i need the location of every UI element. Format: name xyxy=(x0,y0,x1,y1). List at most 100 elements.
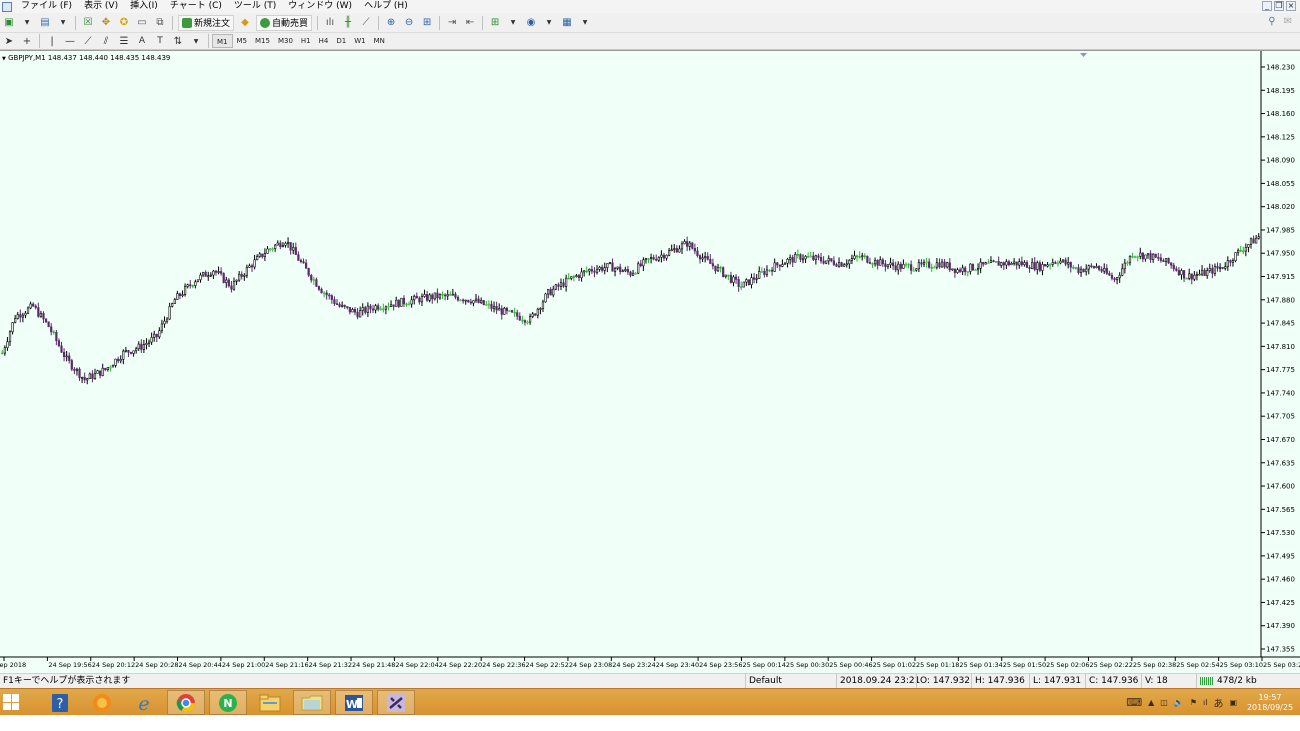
folder-icon[interactable] xyxy=(293,690,331,715)
candle-body xyxy=(758,271,761,279)
vertical-line-icon[interactable]: | xyxy=(50,35,54,47)
search-icon[interactable]: ⚲ xyxy=(1268,16,1276,27)
start-button[interactable] xyxy=(3,694,19,710)
candle-body xyxy=(168,306,171,320)
metatrader-icon[interactable] xyxy=(377,690,415,715)
app-icon[interactable] xyxy=(2,1,12,12)
candle-body xyxy=(696,250,699,256)
timeframe-m15[interactable]: M15 xyxy=(255,37,270,45)
timeframe-w1[interactable]: W1 xyxy=(354,37,366,45)
dropdown-arrow-icon[interactable]: ▼ xyxy=(510,19,516,26)
auto-scroll-icon[interactable]: ⇥ xyxy=(447,17,457,28)
navigator-icon[interactable]: ✪ xyxy=(119,17,129,28)
candle-body xyxy=(50,326,53,333)
firefox-icon[interactable] xyxy=(83,690,121,715)
strategy-tester-icon[interactable]: ⧉ xyxy=(156,17,164,28)
chart-shift-icon[interactable]: ⇤ xyxy=(465,17,475,28)
candlestick-chart-icon[interactable]: ╫ xyxy=(345,17,352,28)
price-tick-label: 147.845 xyxy=(1266,320,1295,328)
candle-body xyxy=(189,284,192,286)
equidistant-channel-icon[interactable]: ⫽ xyxy=(103,35,109,47)
chat-icon[interactable]: ✉ xyxy=(1283,16,1292,27)
menu-charts[interactable]: チャート (C) xyxy=(169,1,222,11)
candle-body xyxy=(928,261,931,268)
market-watch-icon[interactable]: ☒ xyxy=(83,17,93,28)
dropdown-arrow-icon[interactable]: ▼ xyxy=(582,19,588,26)
menu-tools[interactable]: ツール (T) xyxy=(233,1,277,11)
zoom-out-icon[interactable]: ⊖ xyxy=(404,17,414,28)
arrows-icon[interactable]: ⇅ xyxy=(173,35,183,47)
data-window-icon[interactable]: ✥ xyxy=(101,17,111,28)
menu-view[interactable]: 表示 (V) xyxy=(84,1,119,11)
ime-pad-icon[interactable]: ▣ xyxy=(1229,698,1237,707)
restore-icon[interactable]: ❐ xyxy=(1274,1,1284,11)
minimize-icon[interactable]: _ xyxy=(1262,1,1272,11)
timeframe-d1[interactable]: D1 xyxy=(336,37,347,45)
dropdown-arrow-icon[interactable]: ▼ xyxy=(60,19,66,26)
menu-window[interactable]: ウィンドウ (W) xyxy=(288,1,353,11)
chrome-icon[interactable] xyxy=(167,690,205,715)
internet-explorer-icon[interactable]: e xyxy=(125,690,163,715)
price-chart[interactable]: 148.230 148.195 148.160 148.125 148.090 148.0… xyxy=(0,51,1300,674)
cursor-icon[interactable]: ➤ xyxy=(4,35,14,47)
fibonacci-icon[interactable]: ☰ xyxy=(119,35,129,47)
timeframe-m30[interactable]: M30 xyxy=(277,37,293,45)
tile-windows-icon[interactable]: ⊞ xyxy=(422,17,432,28)
candle-body xyxy=(673,248,676,250)
text-icon[interactable]: A xyxy=(138,36,146,46)
new-chart-icon[interactable]: ▣ xyxy=(4,17,14,28)
crosshair-icon[interactable]: + xyxy=(22,35,32,47)
dropdown-arrow-icon[interactable]: ▼ xyxy=(546,19,552,26)
network-icon[interactable]: ◫ xyxy=(1160,698,1168,707)
zoom-in-icon[interactable]: ⊕ xyxy=(386,17,396,28)
chart-shift-marker[interactable] xyxy=(1080,53,1087,57)
app-n-icon[interactable]: N xyxy=(209,690,247,715)
menu-file[interactable]: ファイル (F) xyxy=(21,1,73,11)
timeframe-h4[interactable]: H4 xyxy=(318,37,329,45)
volume-icon[interactable]: 🔈 xyxy=(1173,698,1184,707)
timeframe-h1[interactable]: H1 xyxy=(300,37,311,45)
file-explorer-icon[interactable] xyxy=(251,690,289,715)
new-order-button[interactable]: 新規注文 xyxy=(178,14,235,31)
timeframe-mn[interactable]: MN xyxy=(373,37,385,45)
menu-help[interactable]: ヘルプ (H) xyxy=(364,1,408,11)
dropdown-arrow-icon[interactable]: ▼ xyxy=(24,19,30,26)
price-tick-label: 147.425 xyxy=(1266,599,1295,607)
keyboard-icon[interactable]: ⌨ xyxy=(1126,696,1143,709)
symbol-dropdown-icon[interactable]: ▼ xyxy=(2,56,6,62)
periods-icon[interactable]: ◉ xyxy=(526,17,536,28)
candle-body xyxy=(183,286,187,295)
connection-status[interactable]: 478/2 kb xyxy=(1196,674,1300,688)
candle-body xyxy=(740,286,743,288)
text-label-icon[interactable]: T xyxy=(157,36,163,46)
chart-window[interactable]: 148.230 148.195 148.160 148.125 148.090 148.0… xyxy=(0,50,1300,673)
profiles-icon[interactable]: ▤ xyxy=(40,17,50,28)
terminal-icon[interactable]: ▭ xyxy=(137,17,147,28)
dropdown-arrow-icon[interactable]: ▼ xyxy=(193,37,199,45)
horizontal-line-icon[interactable]: — xyxy=(65,35,75,47)
profile-name[interactable]: Default xyxy=(745,674,835,688)
word-icon[interactable]: W xyxy=(335,690,373,715)
timeframe-m1[interactable]: M1 xyxy=(212,34,233,48)
close-icon[interactable]: × xyxy=(1286,1,1296,11)
auto-trading-button[interactable]: 自動売買 xyxy=(256,14,313,31)
help-app-icon[interactable]: ? xyxy=(41,690,79,715)
candle-body xyxy=(230,285,233,290)
line-chart-icon[interactable]: ⟋ xyxy=(362,17,370,28)
timeframe-m5[interactable]: M5 xyxy=(236,37,248,45)
bar-chart-icon[interactable]: ılı xyxy=(325,17,335,28)
signal-icon[interactable]: ıl xyxy=(1202,698,1208,707)
ime-mode-label[interactable]: あ xyxy=(1213,699,1224,710)
candle-body xyxy=(1082,268,1085,273)
indicators-icon[interactable]: ⊞ xyxy=(490,17,500,28)
flag-icon[interactable]: ⚑ xyxy=(1189,698,1197,707)
templates-icon[interactable]: ▦ xyxy=(562,17,572,28)
status-close: C: 147.936 xyxy=(1085,674,1141,688)
candle-body xyxy=(1154,253,1157,258)
menu-insert[interactable]: 挿入(I) xyxy=(130,1,158,11)
metaeditor-icon[interactable]: ◆ xyxy=(241,17,249,28)
show-hidden-icons-icon[interactable]: ▲ xyxy=(1148,698,1155,707)
candle-body xyxy=(794,254,797,263)
clock[interactable]: 19:57 2018/09/25 xyxy=(1240,693,1300,713)
trendline-icon[interactable]: ⟋ xyxy=(84,35,92,47)
